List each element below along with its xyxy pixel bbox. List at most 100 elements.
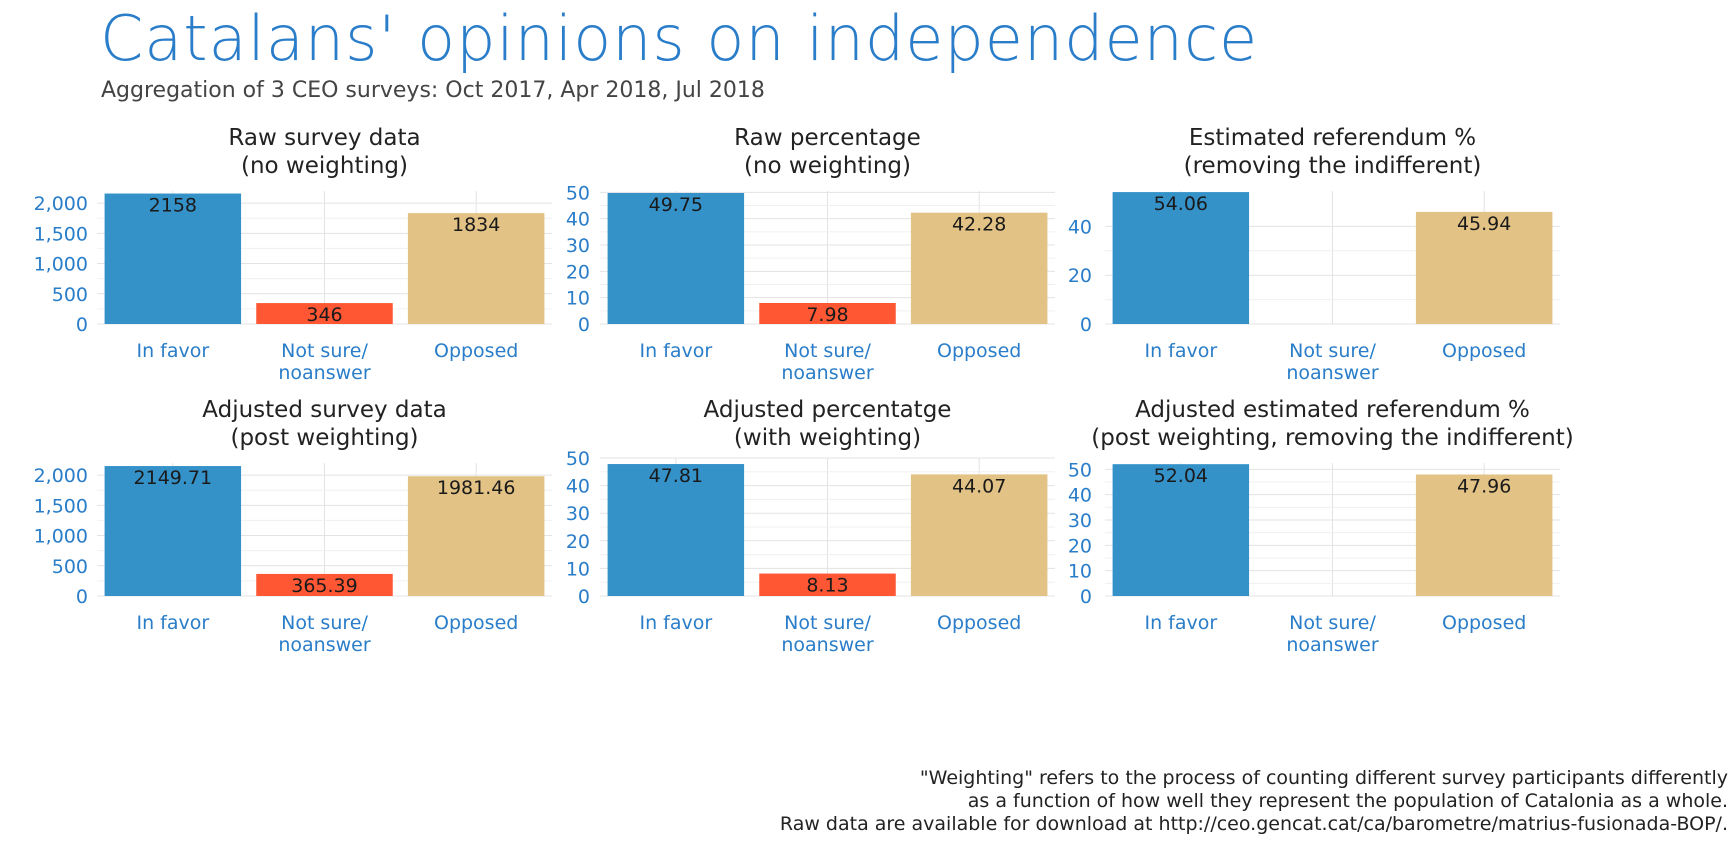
y-tick-label: 1,000	[34, 254, 88, 276]
y-tick-label: 0	[76, 314, 88, 336]
chart-title: Raw percentage	[734, 125, 921, 151]
y-tick-label: 30	[566, 503, 590, 525]
data-label: 44.07	[952, 475, 1006, 497]
y-tick-label: 2,000	[34, 465, 88, 487]
bar	[104, 193, 242, 324]
x-tick-label: In favor	[639, 612, 712, 634]
y-tick-label: 20	[566, 531, 590, 553]
footnote: "Weighting" refers to the process of cou…	[780, 767, 1728, 836]
x-tick-label: In favor	[1144, 612, 1217, 634]
y-tick-label: 0	[1080, 314, 1092, 336]
data-label: 49.75	[649, 194, 703, 216]
y-tick-label: 0	[578, 586, 590, 608]
bar	[256, 303, 393, 324]
x-tick-label: Not sure/	[1289, 340, 1376, 362]
data-label: 47.96	[1457, 476, 1511, 498]
chart-title: (no weighting)	[744, 153, 911, 179]
x-tick-label: noanswer	[1286, 634, 1378, 656]
page-subtitle: Aggregation of 3 CEO surveys: Oct 2017, …	[101, 78, 765, 103]
y-tick-label: 50	[566, 448, 590, 470]
y-tick-label: 0	[578, 314, 590, 336]
x-tick-label: Opposed	[434, 612, 518, 634]
bar	[104, 466, 242, 596]
chart-title: Adjusted estimated referendum %	[1135, 397, 1530, 423]
y-tick-label: 40	[566, 209, 590, 231]
x-tick-label: Opposed	[937, 612, 1021, 634]
bar	[407, 213, 545, 324]
chart-title: (post weighting)	[230, 425, 418, 451]
x-tick-label: In favor	[136, 612, 209, 634]
y-tick-label: 20	[566, 261, 590, 283]
y-tick-label: 50	[566, 182, 590, 204]
chart-title: Estimated referendum %	[1189, 125, 1476, 151]
y-tick-label: 20	[1068, 535, 1092, 557]
bar	[910, 212, 1048, 324]
footnote-line: "Weighting" refers to the process of cou…	[919, 767, 1728, 789]
data-label: 365.39	[291, 575, 357, 597]
x-tick-label: Opposed	[937, 340, 1021, 362]
x-tick-label: noanswer	[781, 634, 873, 656]
x-tick-label: In favor	[639, 340, 712, 362]
chart-title: (post weighting, removing the indifferen…	[1091, 425, 1573, 451]
bar	[1112, 192, 1250, 324]
data-label: 42.28	[952, 214, 1006, 236]
x-tick-label: noanswer	[781, 362, 873, 384]
chart-title: Adjusted survey data	[202, 397, 446, 423]
x-tick-label: Opposed	[1442, 340, 1526, 362]
y-tick-label: 10	[566, 288, 590, 310]
chart-title: (no weighting)	[241, 153, 408, 179]
x-tick-label: noanswer	[278, 362, 370, 384]
y-tick-label: 20	[1068, 265, 1092, 287]
data-label: 52.04	[1154, 465, 1208, 487]
y-tick-label: 1,500	[34, 495, 88, 517]
x-tick-label: Not sure/	[281, 612, 368, 634]
bar	[759, 573, 896, 596]
y-tick-label: 1,500	[34, 223, 88, 245]
data-label: 1981.46	[437, 477, 516, 499]
x-tick-label: noanswer	[278, 634, 370, 656]
y-tick-label: 2,000	[34, 193, 88, 215]
bar	[1112, 464, 1250, 596]
data-label: 54.06	[1154, 193, 1208, 215]
bar	[256, 573, 393, 596]
x-tick-label: In favor	[136, 340, 209, 362]
x-tick-label: Opposed	[1442, 612, 1526, 634]
chart-title: Adjusted percentatge	[704, 397, 952, 423]
data-label: 45.94	[1457, 213, 1511, 235]
bar	[759, 302, 896, 324]
footnote-line: as a function of how well they represent…	[967, 790, 1728, 812]
chart-title: (removing the indifferent)	[1184, 153, 1482, 179]
x-tick-label: Not sure/	[1289, 612, 1376, 634]
chart-title: Raw survey data	[228, 125, 420, 151]
y-tick-label: 0	[1080, 586, 1092, 608]
chart-title: (with weighting)	[734, 425, 921, 451]
data-label: 8.13	[806, 575, 848, 597]
bar	[1415, 211, 1553, 324]
bar	[607, 192, 745, 324]
data-label: 2158	[149, 195, 197, 217]
data-label: 7.98	[806, 304, 848, 326]
footnote-line: Raw data are available for download at h…	[779, 813, 1728, 835]
x-tick-label: Not sure/	[281, 340, 368, 362]
x-tick-label: Opposed	[434, 340, 518, 362]
bar	[910, 474, 1048, 596]
y-tick-label: 500	[52, 284, 88, 306]
bar	[407, 476, 545, 596]
bar	[607, 464, 745, 596]
y-tick-label: 50	[1068, 459, 1092, 481]
data-label: 346	[306, 304, 342, 326]
x-tick-label: noanswer	[1286, 362, 1378, 384]
y-tick-label: 10	[1068, 561, 1092, 583]
y-tick-label: 500	[52, 556, 88, 578]
y-tick-label: 40	[566, 476, 590, 498]
data-label: 1834	[452, 214, 500, 236]
y-tick-label: 10	[566, 558, 590, 580]
data-label: 47.81	[649, 465, 703, 487]
page-title: Catalans' opinions on independence	[100, 2, 1259, 75]
y-tick-label: 40	[1068, 216, 1092, 238]
y-tick-label: 40	[1068, 485, 1092, 507]
x-tick-label: In favor	[1144, 340, 1217, 362]
y-tick-label: 0	[76, 586, 88, 608]
data-label: 2149.71	[134, 467, 213, 489]
